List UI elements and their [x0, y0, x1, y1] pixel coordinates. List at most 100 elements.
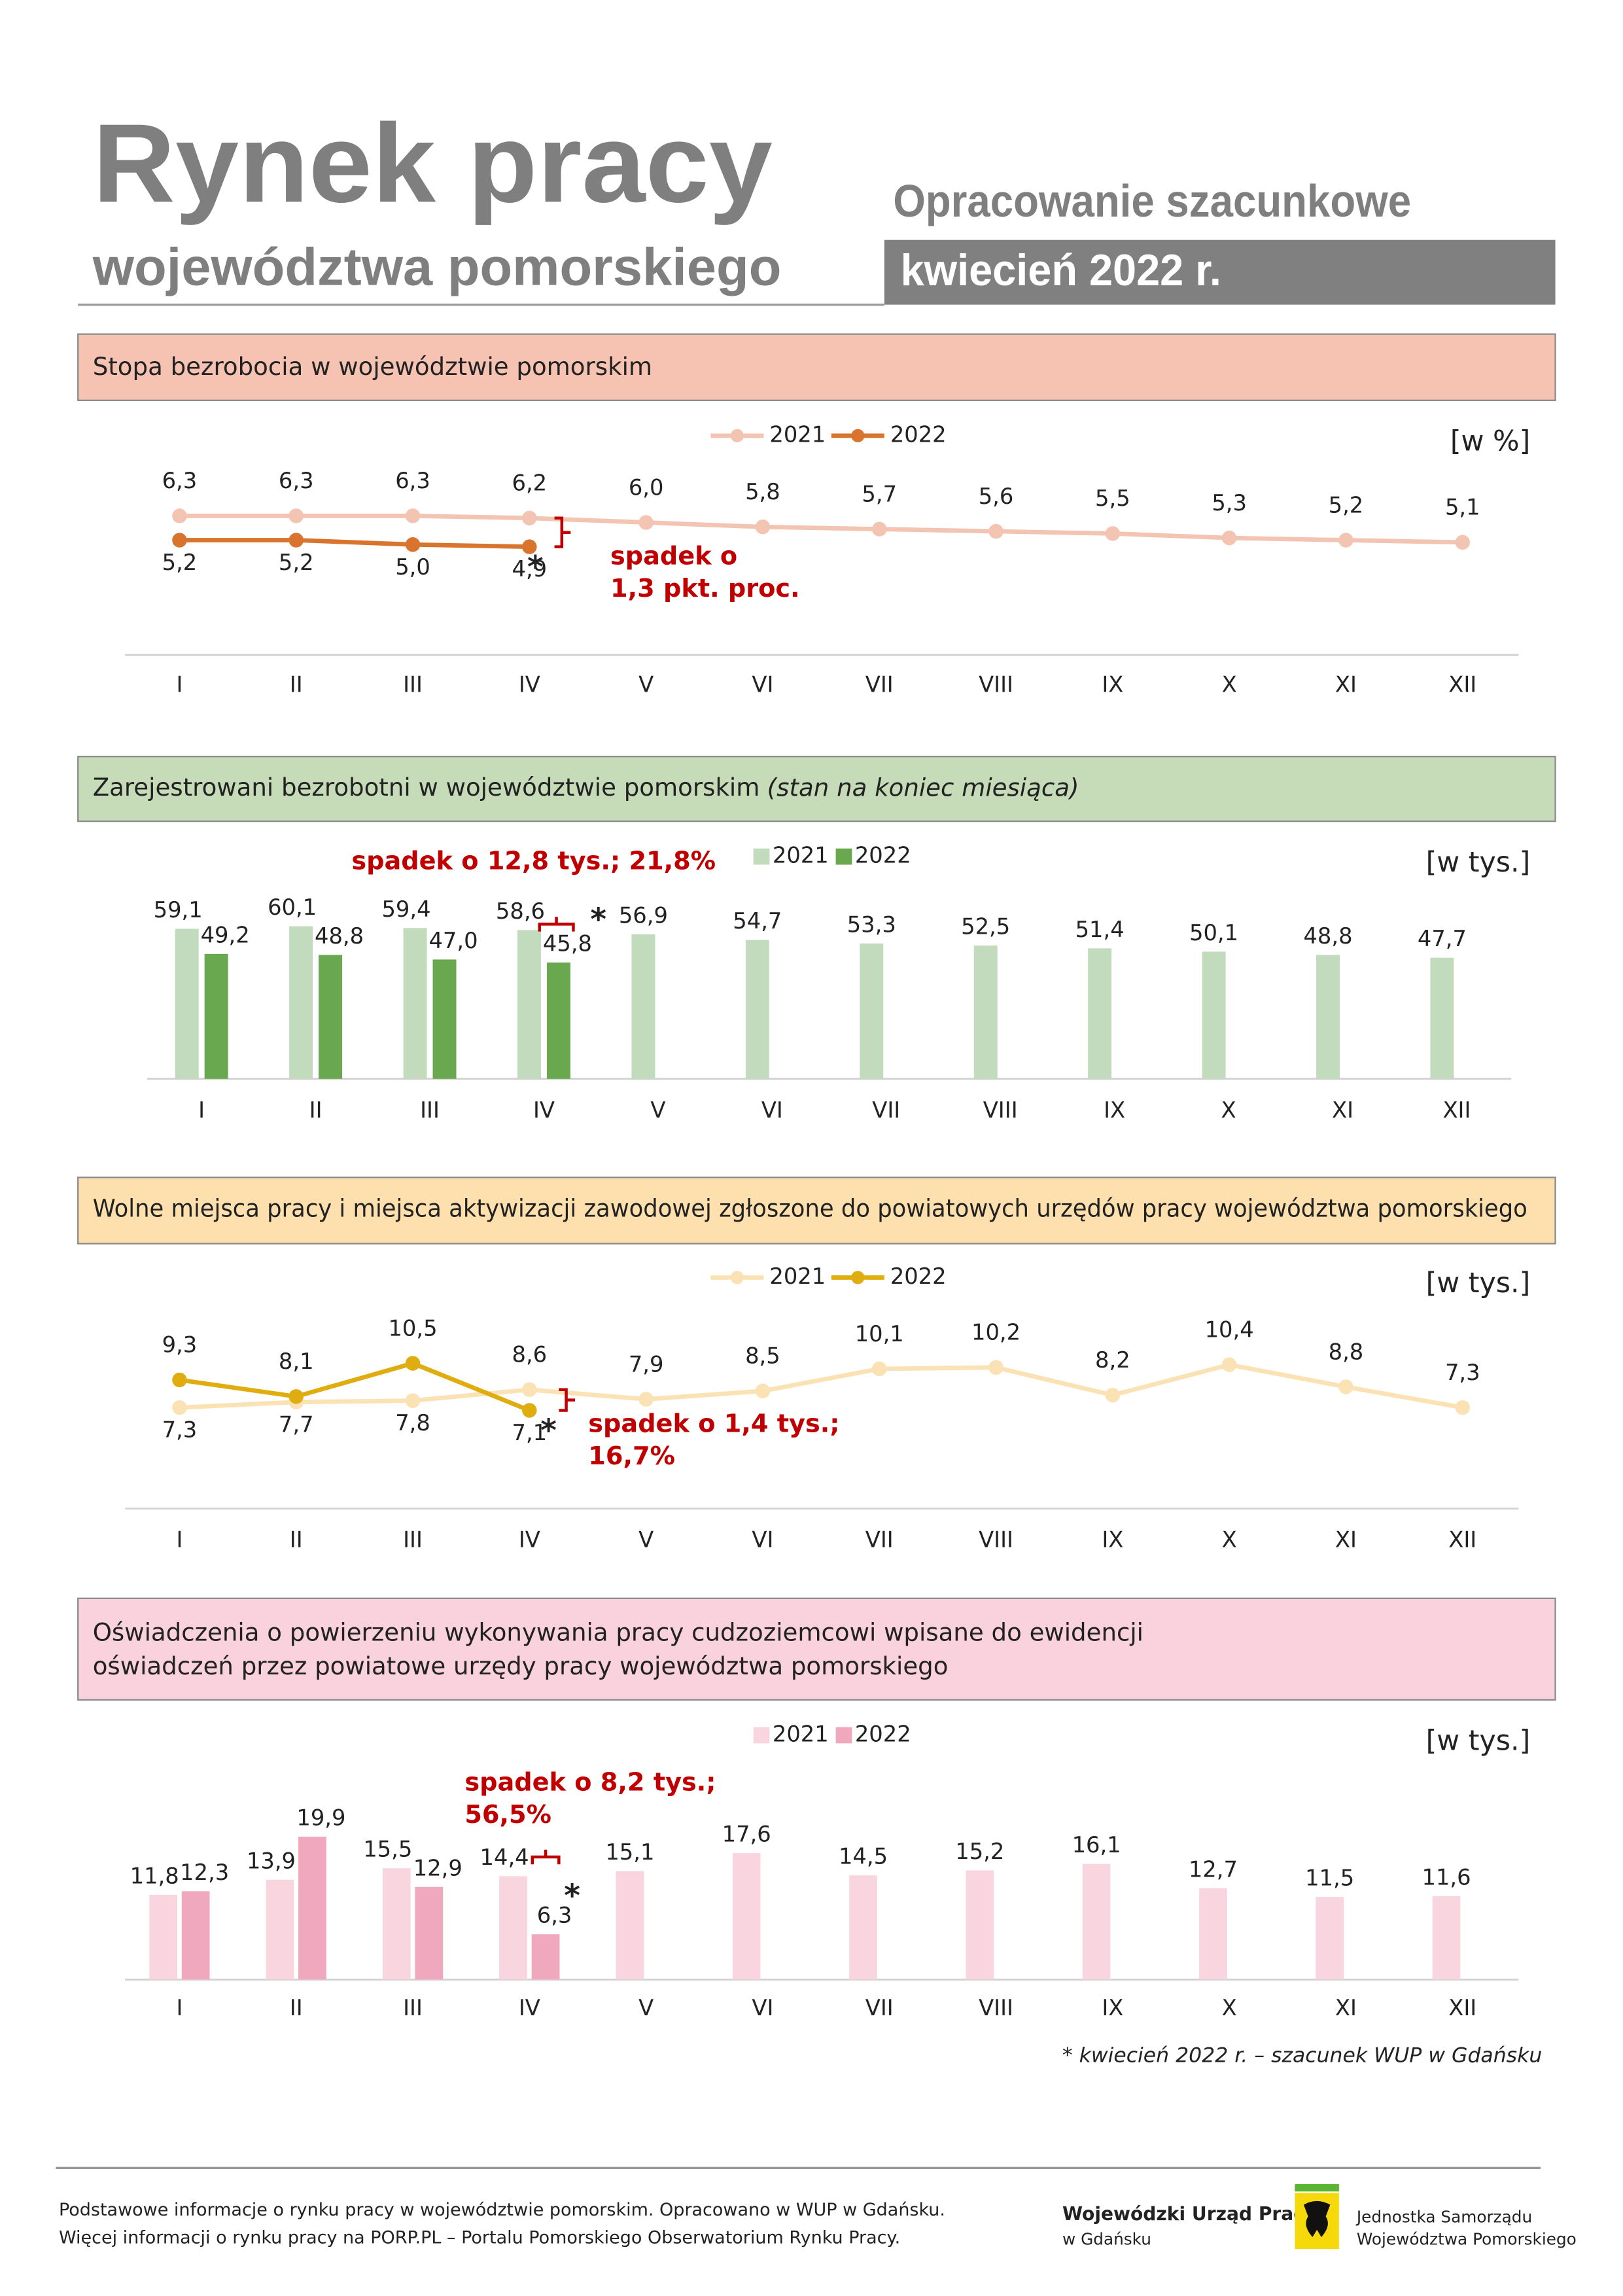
value-label: 5,3 [1212, 490, 1247, 516]
x-tick-label: IV [519, 1527, 540, 1553]
point [172, 533, 187, 548]
value-label: 12,7 [1189, 1856, 1238, 1882]
value-label: 5,7 [862, 481, 897, 506]
value-label: 12,3 [180, 1860, 229, 1885]
unit-label: [w tys.] [1426, 846, 1531, 879]
value-label: 11,6 [1422, 1865, 1471, 1890]
annotation: spadek o [610, 542, 737, 571]
asterisk-marker: * [590, 902, 606, 938]
x-tick-label: X [1221, 1097, 1236, 1123]
point [405, 1356, 421, 1371]
x-tick-label: V [638, 1995, 654, 2021]
value-label: 47,0 [428, 928, 478, 953]
bar [1432, 1896, 1461, 1980]
legend-dot [730, 1271, 744, 1284]
unit-label: [w tys.] [1426, 1267, 1531, 1299]
value-label: 7,1 [512, 1420, 548, 1445]
value-label: 17,6 [722, 1822, 771, 1847]
value-label: 59,4 [381, 896, 430, 922]
bar [382, 1868, 411, 1980]
point [288, 1389, 304, 1404]
value-label: 10,1 [855, 1321, 904, 1347]
x-tick-label: IV [533, 1097, 555, 1123]
x-tick-label: IX [1104, 1097, 1125, 1123]
bracket [531, 1849, 561, 1865]
value-label: 6,3 [537, 1903, 572, 1928]
x-tick-label: VI [752, 1995, 773, 2021]
series-line [179, 538, 530, 550]
x-tick-label: X [1222, 1995, 1237, 2021]
x-tick-label: VIII [979, 1995, 1013, 2021]
bar [616, 1871, 644, 1980]
point [172, 508, 187, 523]
value-label: 5,8 [745, 479, 780, 504]
value-label: 5,5 [1095, 486, 1130, 511]
point [871, 521, 887, 537]
x-tick-label: VI [752, 672, 773, 698]
logo-text: Wojewódzki Urząd Pracy [1062, 2203, 1316, 2225]
point [405, 1393, 421, 1408]
point [1455, 535, 1471, 550]
value-label: 50,1 [1189, 920, 1238, 945]
value-label: 58,6 [496, 898, 545, 924]
legend-label: 2021 [769, 421, 826, 447]
value-label: 10,5 [388, 1315, 437, 1341]
bar [499, 1876, 527, 1980]
value-label: 59,1 [154, 897, 203, 923]
bar [289, 926, 313, 1079]
x-tick-label: V [650, 1097, 665, 1123]
point [522, 510, 537, 526]
point [288, 533, 304, 548]
value-label: 8,6 [512, 1342, 548, 1368]
legend-label: 2022 [855, 843, 911, 868]
footer-line: Podstawowe informacje o rynku pracy w wo… [59, 2200, 945, 2220]
unit-label: [w %] [1450, 425, 1530, 458]
value-label: 15,2 [955, 1839, 1004, 1864]
x-tick-label: III [403, 1527, 423, 1553]
period-box [884, 239, 1556, 305]
value-label: 14,5 [839, 1844, 888, 1869]
header-note: Opracowanie szacunkowe [893, 175, 1411, 226]
x-tick-label: II [309, 1097, 323, 1123]
chart-title: Oświadczenia o powierzeniu wykonywania p… [93, 1618, 1143, 1646]
x-tick-label: VI [752, 1527, 773, 1553]
x-tick-label: III [403, 672, 423, 698]
header-title: Rynek pracy [93, 101, 773, 226]
value-label: 11,5 [1305, 1865, 1354, 1891]
x-tick-label: XII [1448, 672, 1476, 698]
annotation: spadek o 8,2 tys.; [464, 1769, 716, 1797]
value-label: 56,9 [619, 903, 668, 928]
value-label: 5,6 [979, 484, 1014, 509]
value-label: 51,4 [1075, 917, 1125, 942]
point [1221, 1357, 1237, 1372]
value-label: 5,2 [1329, 492, 1364, 518]
bar [266, 1879, 294, 1980]
title-box [77, 1597, 1556, 1701]
value-label: 10,2 [971, 1320, 1021, 1345]
point [1105, 526, 1121, 541]
value-label: 48,8 [1303, 923, 1352, 949]
bar [631, 934, 655, 1079]
chart-title: oświadczeń przez powiatowe urzędy pracy … [93, 1652, 949, 1680]
chart-title: Zarejestrowani bezrobotni w województwie… [93, 773, 1079, 802]
x-tick-label: IX [1102, 1995, 1123, 2021]
point [755, 1383, 771, 1399]
value-label: 11,8 [130, 1863, 179, 1888]
x-tick-label: VIII [983, 1097, 1018, 1123]
value-label: 6,3 [395, 468, 430, 493]
point [988, 1360, 1003, 1375]
bar [175, 928, 199, 1079]
value-label: 5,2 [279, 550, 314, 575]
logo-text: w Gdańsku [1062, 2229, 1151, 2248]
bar [546, 963, 570, 1079]
legend-label: 2021 [773, 843, 829, 868]
value-label: 6,2 [512, 470, 548, 496]
value-label: 5,1 [1445, 495, 1480, 520]
chart-title: Stopa bezrobocia w województwie pomorski… [93, 353, 652, 381]
bar [403, 928, 427, 1079]
bar [849, 1875, 877, 1980]
value-label: 52,5 [961, 914, 1010, 940]
point [755, 520, 771, 535]
